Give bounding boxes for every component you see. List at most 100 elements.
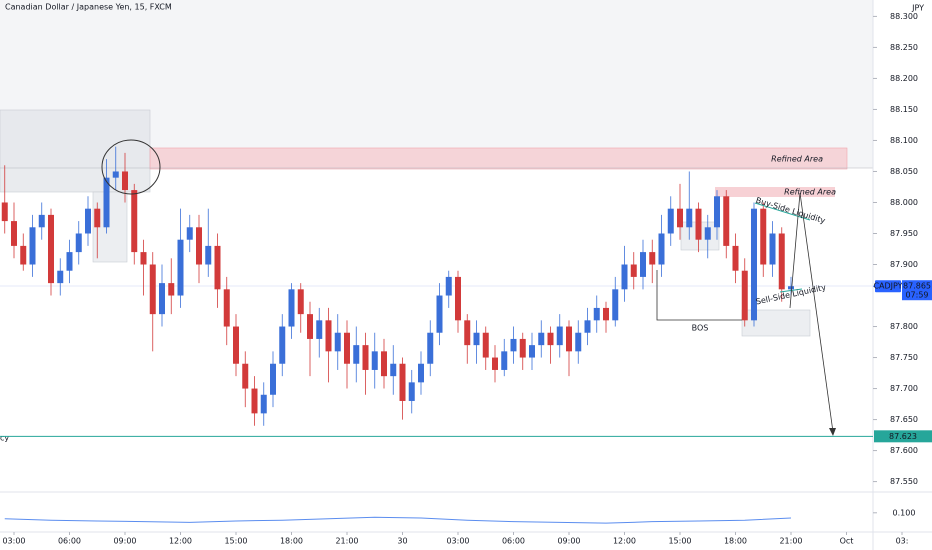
- x-tick-label: 21:00: [335, 537, 358, 546]
- candle-body: [723, 196, 730, 246]
- candle-body: [714, 196, 720, 228]
- y-tick-label: 87.600: [890, 446, 918, 455]
- candle-body: [649, 252, 656, 265]
- y-tick-label: 87.650: [890, 415, 918, 424]
- candle-body: [575, 332, 582, 352]
- candle-body: [334, 332, 341, 352]
- level-label: 87.623: [889, 432, 917, 441]
- candle-body: [288, 289, 295, 327]
- y-tick-label: 87.550: [890, 477, 918, 486]
- annotation: Refined Area: [771, 155, 823, 164]
- candle-body: [408, 382, 415, 401]
- x-tick-label: 03:00: [446, 537, 469, 546]
- x-tick-label: 15:00: [224, 537, 247, 546]
- candle-body: [760, 208, 767, 265]
- candle-body: [427, 332, 434, 364]
- candle-body: [214, 245, 221, 290]
- clipped-label: cy: [0, 434, 9, 443]
- sell-side-line: [779, 288, 803, 293]
- candle-body: [251, 388, 258, 414]
- candle-body: [344, 332, 350, 364]
- candle-body: [556, 326, 563, 346]
- candle-body: [584, 320, 591, 333]
- candle-body: [704, 227, 711, 240]
- indicator-line: [4, 516, 792, 524]
- candle-body: [20, 245, 27, 265]
- y-tick-label: 88.250: [890, 43, 918, 52]
- candle-body: [399, 363, 406, 401]
- x-tick-label: 12:00: [169, 537, 192, 546]
- candle-body: [242, 363, 249, 389]
- bos-line: [656, 270, 742, 321]
- candle-body: [381, 351, 387, 377]
- candle-body: [1, 202, 8, 222]
- y-tick-label: 88.100: [890, 136, 918, 145]
- x-tick-label: 15:00: [668, 537, 691, 546]
- candle-body: [436, 295, 443, 333]
- candle-body: [122, 171, 128, 191]
- candle-body: [621, 264, 628, 290]
- zone-box: [92, 191, 128, 263]
- x-tick-label: 06:00: [58, 537, 81, 546]
- projection-arrow: [789, 192, 834, 433]
- candle-body: [353, 345, 360, 364]
- candle-body: [140, 252, 147, 265]
- candle-body: [566, 326, 572, 352]
- candle-body: [362, 345, 369, 370]
- candle-body: [103, 177, 110, 228]
- last-price-bg: [902, 280, 932, 301]
- candle-body: [94, 208, 101, 228]
- candle-body: [741, 270, 748, 321]
- candle-body: [66, 252, 73, 271]
- candle-body: [473, 332, 480, 346]
- candle-body: [149, 264, 156, 315]
- candle-body: [168, 283, 175, 296]
- annotation: BOS: [692, 324, 709, 333]
- indicator-tick-label: 0.100: [893, 508, 916, 517]
- x-tick-label: 09:00: [113, 537, 136, 546]
- candle-body: [196, 227, 202, 265]
- candle-body: [11, 221, 17, 246]
- y-tick-label: 88.200: [890, 74, 918, 83]
- candle-body: [186, 227, 193, 240]
- symbol-label-bg: [875, 280, 901, 293]
- x-tick-label: 12:00: [613, 537, 636, 546]
- candle-body: [85, 208, 91, 234]
- candle-body: [529, 345, 535, 358]
- candle-body: [612, 289, 619, 321]
- y-tick-label: 87.700: [890, 384, 918, 393]
- candle-body: [38, 214, 45, 228]
- x-tick-label: 21:00: [779, 537, 802, 546]
- candle-body: [630, 264, 637, 277]
- candle-body: [658, 233, 665, 265]
- candle-body: [455, 276, 461, 321]
- x-tick-label: 06:00: [502, 537, 525, 546]
- y-tick-label: 87.750: [890, 353, 918, 362]
- candle-body: [48, 214, 54, 284]
- y-tick-label: 88.300: [890, 12, 918, 21]
- x-tick-label: 09:00: [557, 537, 580, 546]
- candle-body: [131, 190, 138, 253]
- candle-body: [371, 351, 378, 370]
- candle-body: [519, 338, 526, 358]
- x-tick-label: Oct: [840, 537, 854, 546]
- candle-body: [677, 208, 683, 228]
- candle-body: [177, 239, 184, 296]
- currency: JPY: [911, 4, 924, 13]
- candle-body: [205, 245, 212, 265]
- candle-body: [510, 338, 517, 352]
- candle-body: [418, 363, 424, 383]
- x-tick-label: 03:: [896, 537, 909, 546]
- candle-body: [769, 233, 776, 265]
- candle-body: [223, 289, 230, 327]
- arrow-head: [829, 428, 836, 436]
- candle-body: [279, 326, 286, 364]
- y-tick-label: 87.900: [890, 260, 918, 269]
- candle-body: [732, 245, 739, 271]
- candle-body: [501, 351, 508, 370]
- candle-body: [492, 357, 498, 370]
- candle-body: [325, 320, 332, 352]
- refined-zone: [149, 147, 848, 170]
- zone-box: [741, 309, 811, 337]
- highlight-circle: [101, 139, 161, 195]
